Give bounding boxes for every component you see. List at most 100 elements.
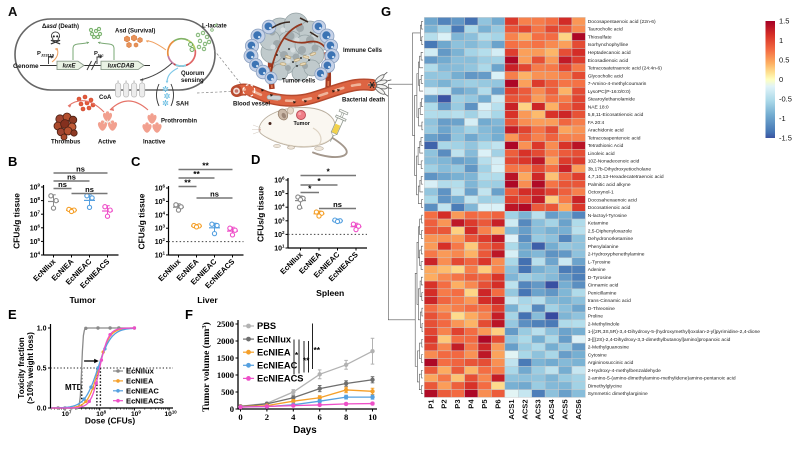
svg-text:ACS5: ACS5	[561, 399, 570, 420]
svg-text:104: 104	[155, 210, 166, 219]
svg-text:P2: P2	[440, 399, 449, 408]
svg-text:1-[(2R,3S,5R)-3,4-Dihydroxy-5-: 1-[(2R,3S,5R)-3,4-Dihydroxy-5-(hydroxyme…	[588, 329, 761, 335]
svg-text:Blood vessel: Blood vessel	[233, 102, 270, 108]
svg-text:0: 0	[238, 412, 242, 422]
svg-text:Spleen: Spleen	[316, 288, 344, 298]
svg-text:104: 104	[30, 251, 41, 260]
svg-text:2500: 2500	[217, 319, 234, 329]
svg-text:1.0: 1.0	[37, 325, 47, 332]
svg-text:CFUs/g tissue: CFUs/g tissue	[137, 193, 147, 249]
svg-text:**: **	[184, 178, 191, 188]
svg-text:P6: P6	[493, 399, 502, 408]
svg-text:EcNIlux: EcNIlux	[126, 367, 155, 376]
svg-text:Taurocholic acid: Taurocholic acid	[588, 27, 623, 33]
svg-text:4,7,10,13-Hexadecatetraenoic a: 4,7,10,13-Hexadecatetraenoic acid	[588, 174, 664, 180]
svg-text:8: 8	[344, 412, 349, 422]
svg-text:106: 106	[155, 184, 166, 193]
svg-text:EcNIEAC: EcNIEAC	[257, 361, 298, 371]
svg-text:ns: ns	[67, 173, 76, 182]
svg-text:Stearoylethanolamide: Stearoylethanolamide	[588, 97, 636, 103]
svg-text:*: *	[308, 184, 312, 194]
svg-text:luxE: luxE	[62, 63, 76, 70]
svg-text:Tetracosapentenoic acid: Tetracosapentenoic acid	[588, 135, 641, 141]
svg-text:1500: 1500	[217, 353, 234, 363]
svg-text:Ketamine: Ketamine	[588, 221, 609, 227]
svg-text:Arachidonic acid: Arachidonic acid	[588, 128, 624, 134]
svg-text:Docosahexaenoic acid: Docosahexaenoic acid	[588, 197, 637, 203]
svg-text:Liver: Liver	[197, 295, 218, 305]
svg-text:Symmetric dimethylarginine: Symmetric dimethylarginine	[588, 391, 648, 397]
svg-text:108: 108	[96, 410, 106, 419]
svg-text:0.5: 0.5	[779, 56, 789, 65]
svg-text:107: 107	[62, 410, 72, 419]
svg-text:2-Methylindole: 2-Methylindole	[588, 321, 620, 327]
svg-text:0: 0	[230, 404, 234, 414]
svg-text:107: 107	[30, 210, 41, 219]
svg-text:105: 105	[155, 197, 166, 206]
svg-text:1010: 1010	[164, 410, 177, 419]
svg-text:Tumor: Tumor	[69, 295, 96, 305]
svg-text:Glycocholic acid: Glycocholic acid	[588, 73, 624, 79]
svg-text:ns: ns	[76, 165, 85, 174]
svg-text:Linoleic acid: Linoleic acid	[588, 151, 615, 157]
svg-text:1: 1	[779, 36, 783, 45]
svg-text:trans-Cinnamic acid: trans-Cinnamic acid	[588, 298, 631, 304]
svg-text:-1: -1	[779, 114, 786, 123]
svg-text:Prothrombin: Prothrombin	[161, 119, 197, 125]
svg-text:F: F	[185, 307, 193, 322]
svg-text:ns: ns	[58, 180, 67, 189]
svg-text:**: **	[314, 345, 321, 355]
svg-text:EcNIlux: EcNIlux	[257, 334, 292, 344]
svg-text:PJ23119: PJ23119	[37, 51, 55, 58]
svg-text:EcNIEACS: EcNIEACS	[257, 374, 304, 384]
svg-text:1000: 1000	[217, 370, 234, 380]
svg-text:EcNIEA: EcNIEA	[257, 347, 291, 357]
svg-text:ns: ns	[85, 185, 94, 194]
svg-text:Cinnamic acid: Cinnamic acid	[588, 283, 619, 289]
svg-text:D-Tyrosine: D-Tyrosine	[588, 275, 612, 281]
svg-text:Toxicity fraction: Toxicity fraction	[17, 337, 26, 398]
svg-text:4: 4	[291, 412, 296, 422]
svg-text:106: 106	[274, 176, 285, 185]
svg-text:P3: P3	[453, 399, 462, 408]
svg-text:Quorum: Quorum	[181, 71, 204, 77]
svg-text:109: 109	[131, 410, 141, 419]
svg-text:Adenine: Adenine	[588, 267, 606, 273]
svg-text:PBS: PBS	[257, 321, 276, 331]
svg-text:CFUs/g tissue: CFUs/g tissue	[12, 193, 22, 249]
svg-text:Inactive: Inactive	[143, 140, 166, 146]
svg-text:B: B	[8, 154, 17, 169]
svg-text:CFUs/g tissue: CFUs/g tissue	[256, 186, 266, 242]
svg-text:luxCDAB: luxCDAB	[108, 63, 135, 70]
svg-text:Tetrathionic Acid: Tetrathionic Acid	[588, 143, 624, 149]
svg-text:Dose (CFUs): Dose (CFUs)	[85, 416, 135, 426]
svg-text:C: C	[131, 154, 141, 169]
svg-text:EcNIEACS: EcNIEACS	[126, 396, 164, 405]
svg-text:A: A	[8, 4, 18, 19]
svg-text:Genome: Genome	[13, 63, 39, 70]
svg-text:*: *	[295, 350, 299, 360]
svg-text:Days: Days	[293, 425, 317, 436]
svg-text:SAH: SAH	[176, 102, 189, 108]
svg-text:ACS1: ACS1	[507, 399, 516, 420]
svg-text:0.0: 0.0	[37, 405, 47, 412]
svg-text:ACS4: ACS4	[547, 399, 556, 420]
svg-text:Thiosulfate: Thiosulfate	[588, 34, 612, 40]
svg-text:Tumor volume (mm3): Tumor volume (mm3)	[201, 322, 212, 412]
svg-text:NAE 18:0: NAE 18:0	[588, 104, 609, 110]
svg-text:Immune Cells: Immune Cells	[343, 48, 383, 54]
svg-text:Dimethylglycine: Dimethylglycine	[588, 383, 623, 389]
svg-text:7-Amino-4-methylcoumarin: 7-Amino-4-methylcoumarin	[588, 81, 647, 87]
svg-text:Tumor cells: Tumor cells	[282, 79, 316, 85]
svg-text:Docosatrienoic acid: Docosatrienoic acid	[588, 205, 631, 211]
svg-text:-1.5: -1.5	[779, 134, 792, 143]
svg-text:104: 104	[274, 203, 285, 212]
svg-text:Cytosine: Cytosine	[588, 352, 607, 358]
svg-text:Palmitic acid alkyne: Palmitic acid alkyne	[588, 182, 631, 188]
svg-text:Octoxynol-1: Octoxynol-1	[588, 190, 614, 196]
svg-text:10Z-Nonadecenoic acid: 10Z-Nonadecenoic acid	[588, 159, 640, 165]
svg-text:Proline: Proline	[588, 314, 604, 320]
svg-text:500: 500	[221, 387, 234, 397]
svg-text:Ptac: Ptac	[94, 51, 104, 58]
svg-text:0.5: 0.5	[37, 365, 47, 372]
